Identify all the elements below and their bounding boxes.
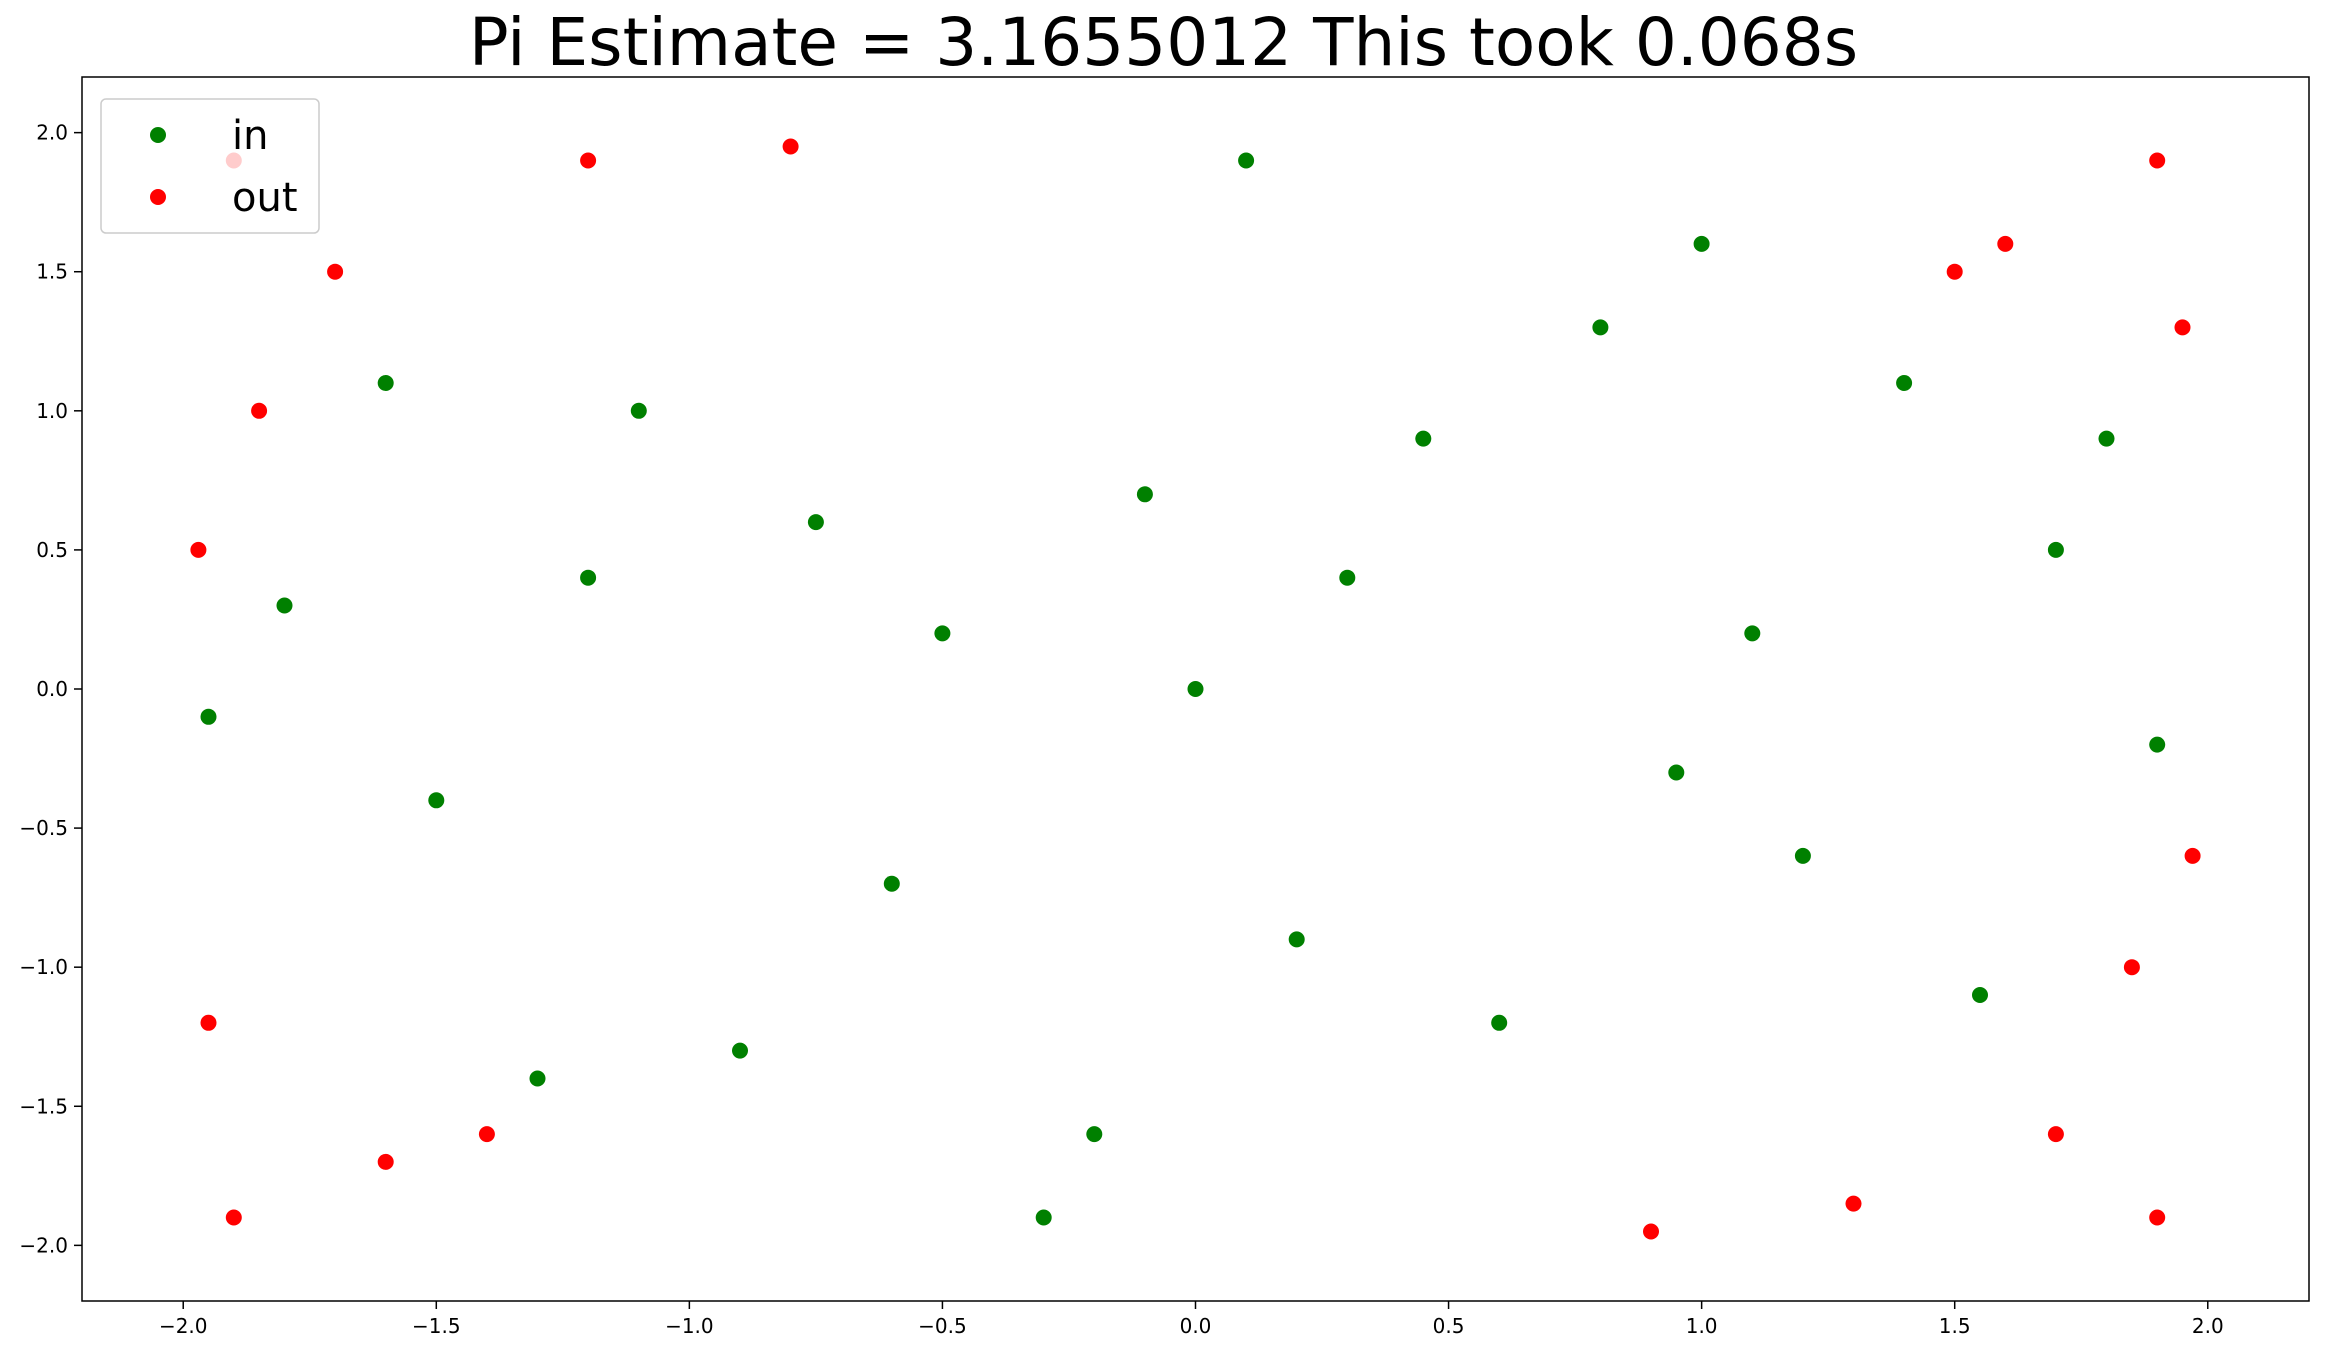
legend-marker-in bbox=[150, 127, 166, 143]
x-tick-label: −2.0 bbox=[159, 1314, 208, 1338]
points-layer bbox=[190, 138, 2201, 1240]
y-tick-label: −2.0 bbox=[19, 1233, 68, 1257]
point-out bbox=[225, 1209, 242, 1226]
point-in bbox=[1668, 764, 1685, 781]
y-tick-label: 0.5 bbox=[36, 538, 68, 562]
point-in bbox=[732, 1042, 748, 1059]
point-out bbox=[782, 138, 799, 155]
point-in bbox=[428, 792, 445, 809]
y-tick-label: −1.0 bbox=[19, 955, 68, 979]
point-in bbox=[1035, 1209, 1052, 1226]
point-out bbox=[2184, 847, 2201, 864]
y-tick-label: 1.5 bbox=[36, 260, 68, 284]
point-in bbox=[1794, 847, 1811, 864]
point-in bbox=[1136, 486, 1153, 503]
point-out bbox=[327, 263, 344, 280]
point-out bbox=[1643, 1223, 1659, 1240]
point-in bbox=[377, 375, 394, 391]
point-out bbox=[2149, 1209, 2166, 1226]
point-out bbox=[251, 402, 268, 419]
legend-label-out: out bbox=[232, 175, 298, 221]
y-tick-label: 2.0 bbox=[36, 121, 68, 145]
x-tick-label: 1.0 bbox=[1686, 1314, 1718, 1338]
x-tick-label: −0.5 bbox=[918, 1314, 967, 1338]
ticks-layer: −2.0 −1.5 −1.0 −0.5 0.0 0.5 1.0 1.5 2.0 2.0 1.5 1.0… bbox=[19, 121, 2223, 1338]
legend-marker-out bbox=[150, 189, 166, 205]
point-in bbox=[630, 402, 647, 419]
point-in bbox=[200, 708, 217, 725]
point-in bbox=[1288, 931, 1305, 948]
y-tick-label: −1.5 bbox=[19, 1094, 68, 1118]
point-in bbox=[276, 597, 293, 614]
x-tick-label: 0.0 bbox=[1180, 1314, 1212, 1338]
y-tick-label: 0.0 bbox=[36, 677, 68, 701]
point-in bbox=[1187, 681, 1204, 697]
point-in bbox=[2098, 430, 2115, 447]
point-in bbox=[1339, 569, 1356, 586]
point-in bbox=[580, 569, 597, 586]
y-tick-label: 1.0 bbox=[36, 399, 68, 423]
point-in bbox=[1972, 987, 1988, 1003]
x-tick-label: 2.0 bbox=[2192, 1314, 2224, 1338]
point-in bbox=[883, 875, 900, 892]
x-tick-label: −1.0 bbox=[665, 1314, 714, 1338]
legend-label-in: in bbox=[232, 113, 268, 159]
point-out bbox=[200, 1014, 217, 1031]
point-out bbox=[1997, 235, 2014, 252]
point-in bbox=[934, 625, 951, 642]
point-in bbox=[1693, 235, 1710, 252]
point-in bbox=[2047, 541, 2064, 558]
point-out bbox=[1845, 1195, 1862, 1212]
point-out bbox=[377, 1153, 394, 1170]
point-in bbox=[1592, 319, 1609, 336]
legend: in out bbox=[100, 98, 320, 234]
y-tick-label: −0.5 bbox=[19, 816, 68, 840]
point-out bbox=[2047, 1126, 2064, 1143]
point-out bbox=[478, 1126, 495, 1143]
point-out bbox=[2174, 319, 2191, 336]
point-in bbox=[1415, 430, 1432, 447]
point-in bbox=[2149, 736, 2166, 753]
point-out bbox=[1946, 263, 1963, 280]
point-out bbox=[190, 541, 207, 558]
point-in bbox=[1896, 375, 1913, 391]
point-out bbox=[2149, 152, 2166, 169]
x-tick-label: −1.5 bbox=[412, 1314, 461, 1338]
point-in bbox=[1086, 1126, 1103, 1143]
point-in bbox=[807, 514, 824, 531]
point-in bbox=[1491, 1014, 1508, 1031]
x-tick-label: 1.5 bbox=[1939, 1314, 1971, 1338]
x-tick-label: 0.5 bbox=[1433, 1314, 1465, 1338]
point-in bbox=[1238, 152, 1255, 169]
point-in bbox=[529, 1070, 546, 1087]
point-out bbox=[580, 152, 597, 169]
point-out bbox=[2123, 959, 2140, 976]
chart-title: Pi Estimate = 3.1655012 This took 0.068s bbox=[468, 4, 1859, 81]
point-in bbox=[1744, 625, 1761, 642]
